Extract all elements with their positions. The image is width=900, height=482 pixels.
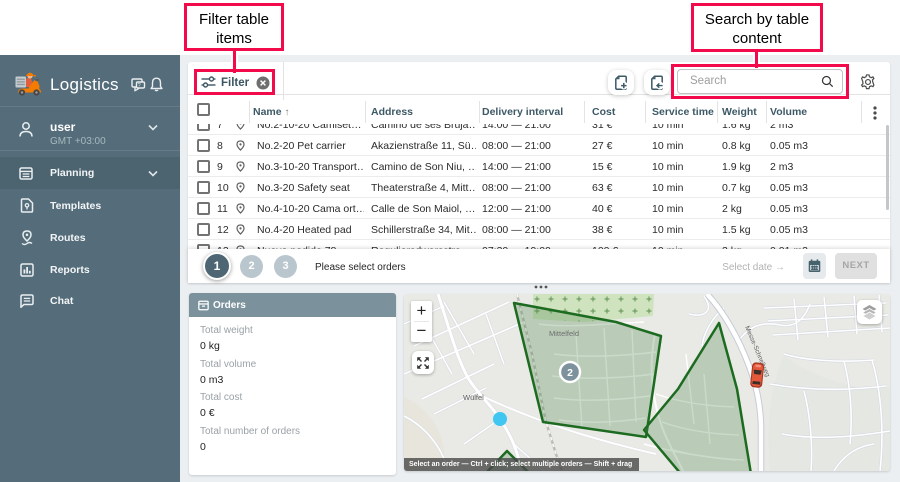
svg-text:Wülfel: Wülfel bbox=[463, 393, 484, 402]
svg-text:2: 2 bbox=[567, 367, 573, 379]
svg-text:Mittelfeld: Mittelfeld bbox=[549, 329, 579, 338]
svg-text:?: ? bbox=[138, 83, 141, 89]
